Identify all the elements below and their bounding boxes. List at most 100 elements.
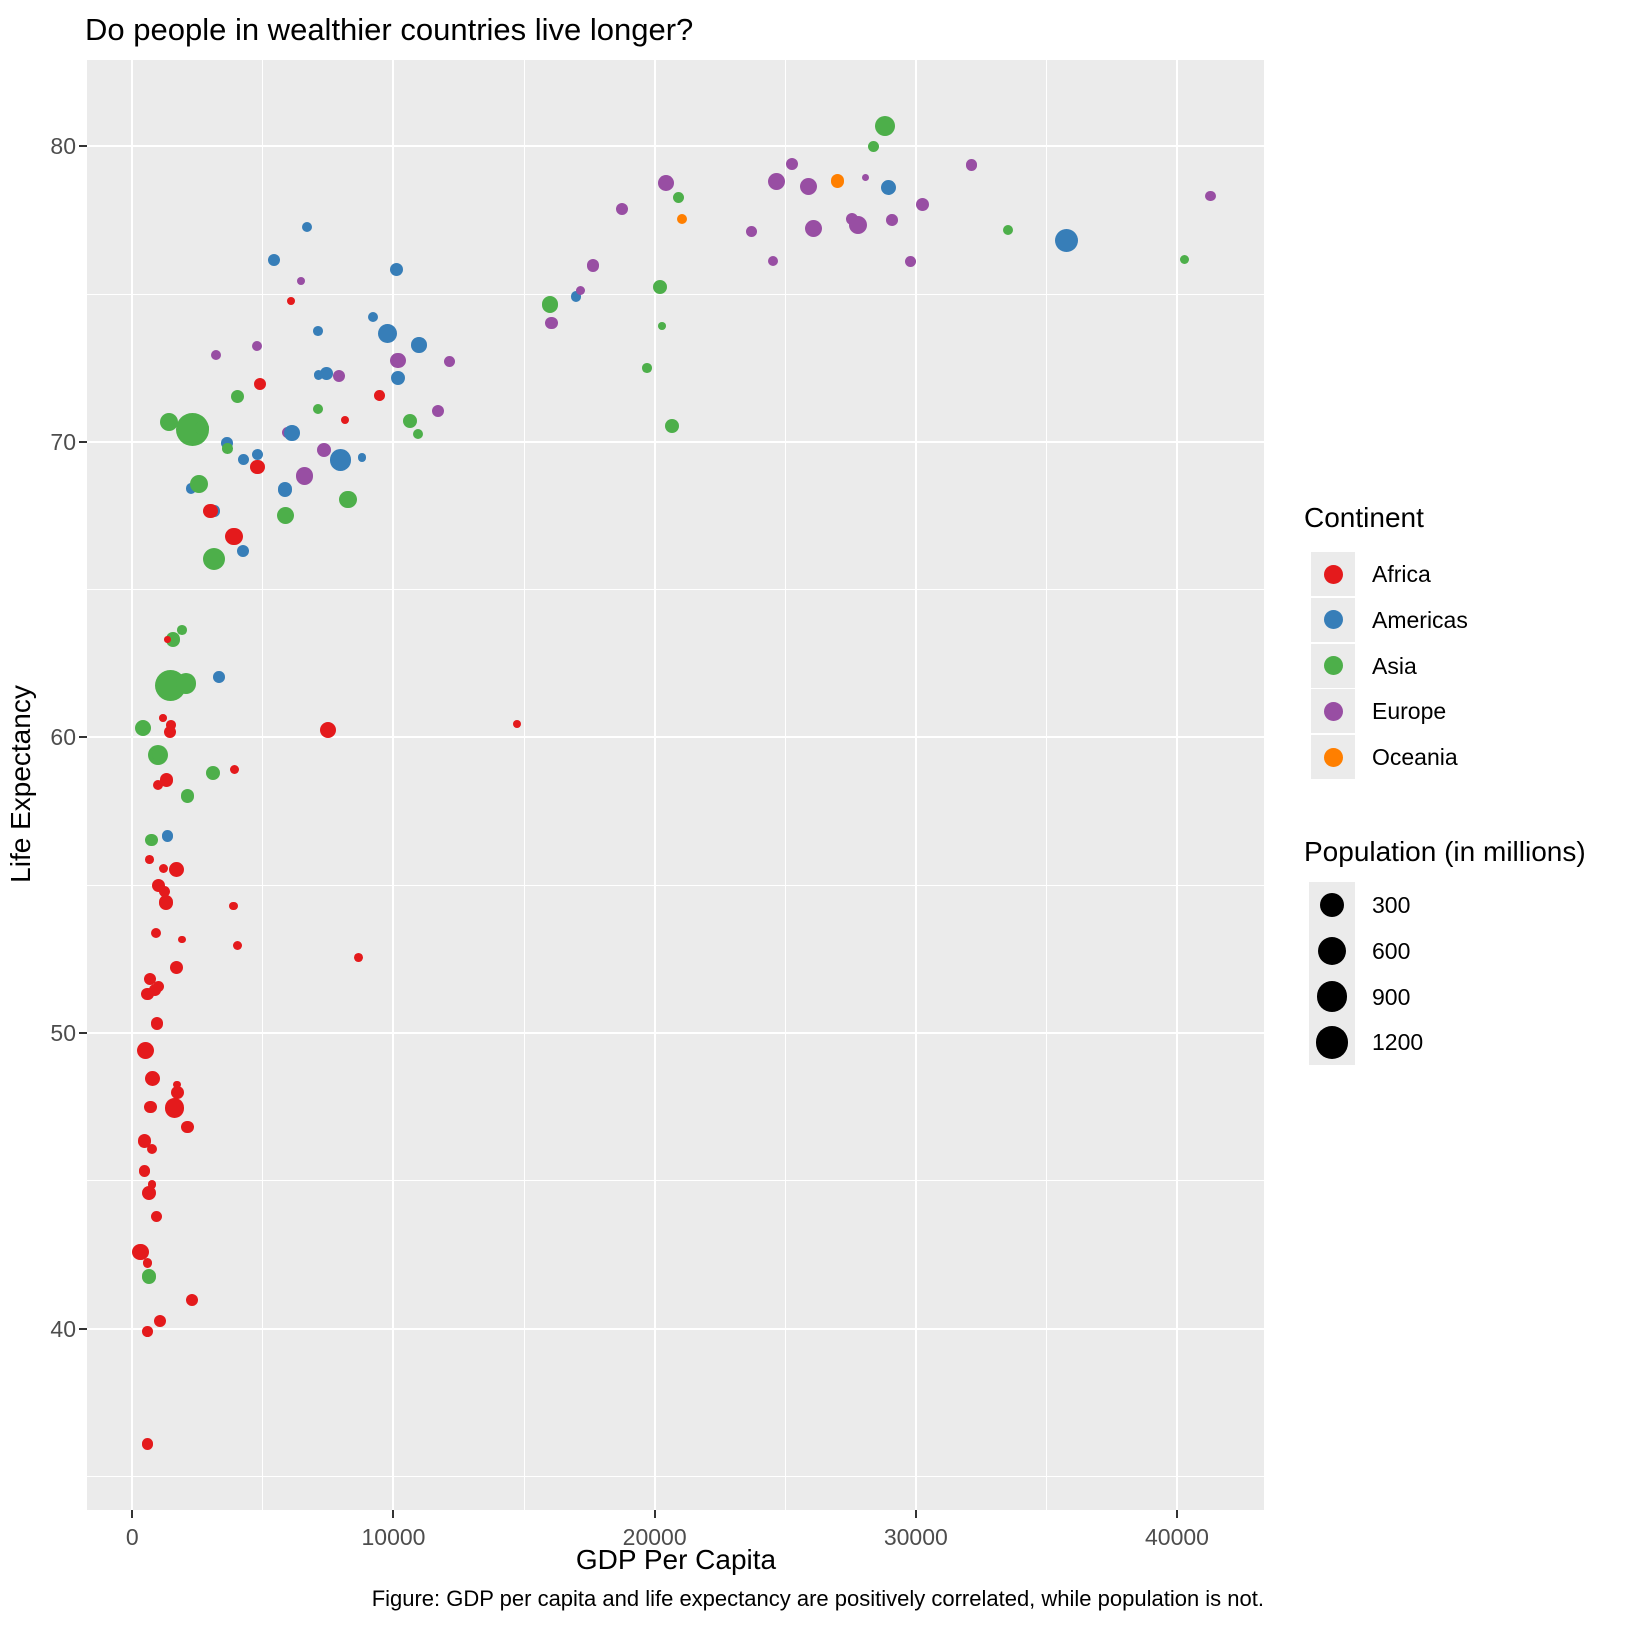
legend-label-pop-300: 300: [1372, 892, 1411, 918]
data-point: [545, 317, 558, 330]
data-point: [251, 340, 262, 352]
data-point: [571, 291, 582, 302]
data-point: [150, 927, 162, 939]
legend-dot-pop-1200: [1315, 1026, 1349, 1059]
data-point: [185, 1294, 198, 1307]
data-point: [915, 197, 929, 212]
data-point: [159, 773, 174, 787]
gridline-major-y: [87, 440, 1264, 443]
data-point: [286, 296, 295, 305]
gridline-major-y: [87, 1327, 1264, 1330]
data-point: [173, 1080, 181, 1089]
legend-key-pop-600: [1309, 927, 1355, 974]
data-point: [267, 253, 281, 267]
x-axis-title: GDP Per Capita: [575, 1544, 777, 1575]
data-point: [158, 895, 174, 911]
gridline-major-y: [87, 1031, 1264, 1034]
gridline-major-x: [1175, 60, 1178, 1510]
legend-dot-pop-900: [1316, 981, 1348, 1012]
data-point: [357, 453, 367, 462]
data-point: [202, 503, 218, 519]
data-point: [229, 901, 238, 911]
legend-label-africa: Africa: [1372, 561, 1431, 587]
data-point: [253, 377, 266, 390]
data-point: [137, 1134, 152, 1148]
legend-key-americas: [1311, 597, 1355, 642]
gridline-minor-x: [1045, 60, 1047, 1510]
data-point: [313, 404, 323, 415]
data-point: [867, 140, 880, 152]
legend-key-africa: [1311, 552, 1355, 596]
data-point: [541, 296, 559, 313]
data-point: [1205, 190, 1216, 202]
data-point: [135, 719, 152, 736]
legend-label-pop-1200: 1200: [1372, 1029, 1424, 1056]
data-point: [170, 961, 184, 975]
x-tick-label: 0: [125, 1524, 139, 1550]
legend-label-americas: Americas: [1372, 606, 1468, 633]
data-point: [830, 174, 845, 188]
data-point: [164, 725, 177, 738]
gridline-major-x: [914, 60, 917, 1510]
data-point: [332, 369, 346, 383]
data-point: [213, 670, 226, 683]
y-tick-label: 70: [50, 428, 76, 455]
data-point: [284, 424, 300, 441]
data-point: [175, 673, 196, 694]
legend-dot-africa: [1323, 564, 1343, 584]
data-point: [229, 765, 239, 775]
data-point: [389, 352, 406, 369]
y-axis-title: Life Expectancy: [5, 685, 36, 883]
data-point: [1002, 225, 1013, 236]
data-point: [230, 390, 244, 404]
x-axis-tick: [392, 1510, 395, 1518]
plot-panel: [87, 60, 1264, 1510]
data-point: [146, 1143, 157, 1155]
data-point: [250, 459, 266, 475]
data-point: [301, 222, 312, 233]
data-point: [886, 214, 899, 226]
data-point: [210, 349, 221, 360]
x-axis-tick: [914, 1510, 917, 1518]
data-point: [658, 321, 667, 330]
legend-key-oceania: [1311, 735, 1355, 780]
data-point: [672, 191, 684, 203]
legend-key-asia: [1311, 643, 1355, 688]
data-point: [410, 337, 427, 353]
data-point: [575, 285, 586, 295]
data-point: [339, 491, 357, 509]
gridline-minor-y: [87, 293, 1264, 295]
data-point: [138, 1165, 151, 1177]
data-point: [767, 255, 778, 267]
legend-label-oceania: Oceania: [1372, 744, 1458, 771]
data-point: [137, 1042, 155, 1060]
data-point: [313, 370, 324, 380]
gridline-major-y: [87, 736, 1264, 739]
gridline-major-x: [653, 60, 656, 1510]
data-point: [165, 1098, 185, 1118]
data-point: [377, 323, 397, 343]
data-point: [615, 203, 629, 216]
data-point: [317, 443, 332, 458]
data-point: [586, 259, 600, 272]
data-point: [768, 172, 786, 190]
data-point: [164, 636, 171, 643]
data-point: [141, 988, 154, 1001]
data-point: [158, 886, 171, 898]
data-point: [296, 467, 314, 485]
data-point: [340, 415, 350, 425]
data-point: [786, 158, 799, 171]
gridline-minor-y: [87, 1180, 1264, 1182]
x-axis-tick: [1175, 1510, 1178, 1518]
data-point: [142, 1186, 157, 1201]
data-point: [390, 263, 404, 277]
data-point: [232, 940, 243, 951]
gridline-major-x: [392, 60, 395, 1510]
data-point: [368, 312, 379, 323]
data-point: [220, 437, 233, 449]
data-point: [313, 326, 323, 337]
data-point: [965, 159, 978, 171]
data-point: [353, 952, 363, 962]
legend-title-continent: Continent: [1304, 502, 1424, 533]
